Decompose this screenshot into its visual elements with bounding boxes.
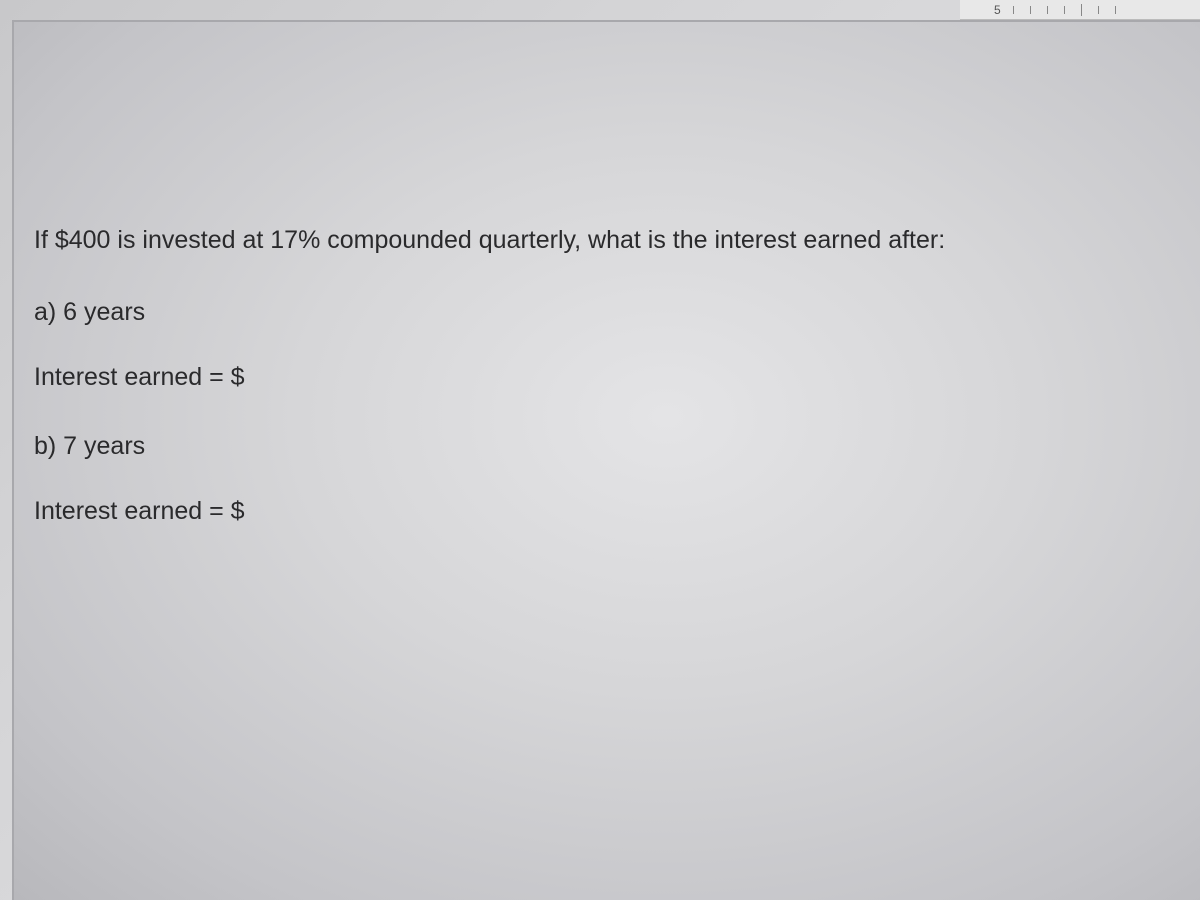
ruler-tick — [1013, 6, 1014, 14]
content-frame: If $400 is invested at 17% compounded qu… — [12, 20, 1200, 900]
part-a-answer: Interest earned = $ — [34, 363, 1180, 392]
ruler-tick — [1098, 6, 1099, 14]
part-b-label: b) 7 years — [34, 432, 1180, 461]
question-block: If $400 is invested at 17% compounded qu… — [14, 22, 1200, 526]
ruler-tick — [1030, 6, 1031, 14]
ruler-tick — [1081, 4, 1082, 16]
question-prompt: If $400 is invested at 17% compounded qu… — [34, 222, 1180, 260]
part-a-label: a) 6 years — [34, 298, 1180, 327]
ruler-number: 5 — [994, 3, 1001, 17]
part-b-answer: Interest earned = $ — [34, 497, 1180, 526]
ruler-tick — [1047, 6, 1048, 14]
ruler-tick — [1064, 6, 1065, 14]
ruler-fragment: 5 — [960, 0, 1200, 20]
ruler-tick — [1115, 6, 1116, 14]
